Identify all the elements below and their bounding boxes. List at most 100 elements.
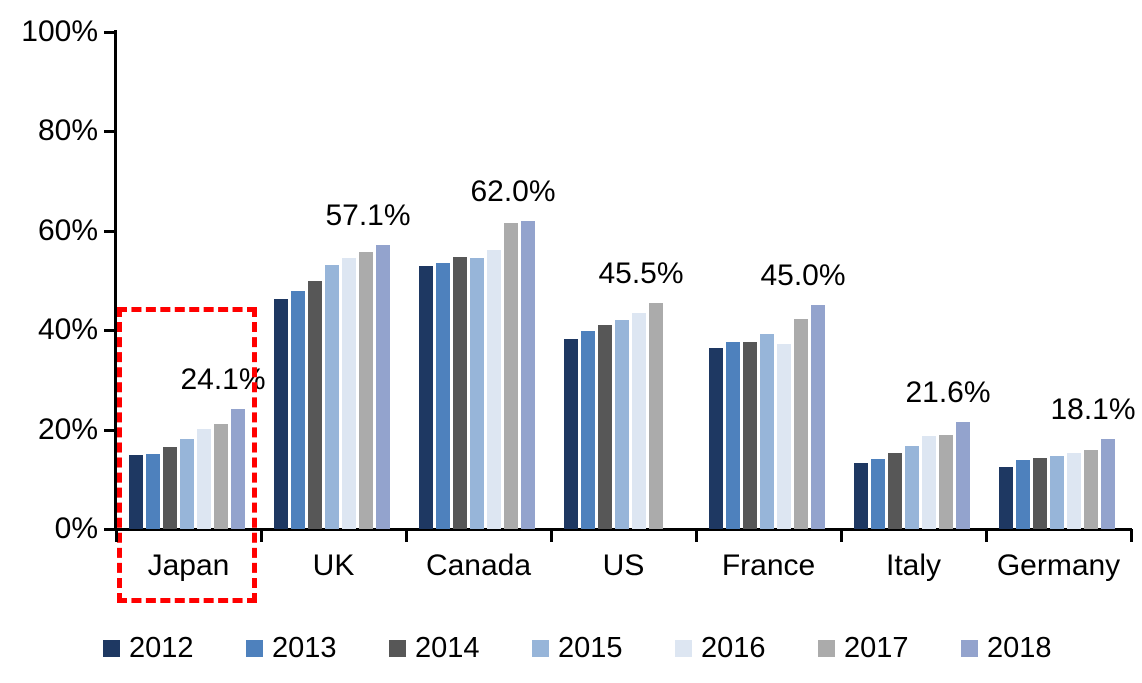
bar-uk-2012 <box>274 298 288 529</box>
legend-label-2012: 2012 <box>129 632 194 664</box>
y-axis-tick <box>104 428 116 432</box>
bar-group-italy: 21.6% <box>841 32 991 529</box>
bar-italy-2017 <box>939 434 953 529</box>
bar-canada-2013 <box>436 263 450 529</box>
x-axis-tick <box>115 529 118 542</box>
bar-canada-2018 <box>521 220 535 529</box>
legend-swatch-2016 <box>675 640 692 657</box>
bar-canada-2012 <box>419 265 433 529</box>
y-axis-label: 80% <box>37 114 98 148</box>
bar-japan-2018 <box>231 409 245 529</box>
bar-france-2012 <box>709 347 723 529</box>
y-axis-label: 100% <box>21 15 98 48</box>
bar-group-canada: 62.0% <box>406 32 556 529</box>
y-axis-tick <box>104 229 116 233</box>
legend-label-2015: 2015 <box>558 632 623 664</box>
bar-uk-2014 <box>308 280 322 529</box>
bar-japan-2017 <box>214 423 228 529</box>
bar-italy-2018 <box>956 421 970 529</box>
bar-group-japan: 24.1% <box>116 32 266 529</box>
x-axis-tick <box>405 529 408 542</box>
legend-label-2017: 2017 <box>844 632 909 664</box>
legend-swatch-2014 <box>389 640 406 657</box>
bar-italy-2013 <box>871 458 885 529</box>
bar-japan-2016 <box>197 428 211 529</box>
bar-uk-2013 <box>291 291 305 529</box>
legend-swatch-2017 <box>818 640 835 657</box>
bar-group-us: 45.5% <box>551 32 696 529</box>
value-label-germany: 18.1% <box>1050 393 1136 427</box>
category-label-canada: Canada <box>425 549 532 582</box>
bar-us-2017 <box>649 302 663 529</box>
x-axis-tick <box>550 529 553 542</box>
x-axis-tick <box>260 529 263 542</box>
bar-group-germany: 18.1% <box>986 32 1136 529</box>
category-label-uk: UK <box>312 549 355 582</box>
x-axis-tick <box>695 529 698 542</box>
legend-item-2015: 2015 <box>532 634 623 663</box>
bar-us-2015 <box>615 319 629 529</box>
y-axis-label: 40% <box>37 313 98 347</box>
bar-group-france: 45.0% <box>696 32 846 529</box>
bar-us-2012 <box>564 339 578 529</box>
legend-item-2016: 2016 <box>675 634 766 663</box>
legend-swatch-2018 <box>961 640 978 657</box>
legend-item-2014: 2014 <box>389 634 480 663</box>
legend-item-2012: 2012 <box>103 634 194 663</box>
bar-italy-2015 <box>905 445 919 529</box>
value-label-france: 45.0% <box>760 259 846 293</box>
bar-germany-2013 <box>1016 459 1030 529</box>
value-label-italy: 21.6% <box>905 375 991 409</box>
legend-label-2013: 2013 <box>272 632 337 664</box>
bar-us-2014 <box>598 325 612 529</box>
x-axis-tick <box>840 529 843 542</box>
bar-canada-2017 <box>504 223 518 529</box>
x-axis-tick <box>1130 529 1133 542</box>
bar-france-2017 <box>794 318 808 529</box>
category-label-france: France <box>721 549 816 582</box>
bar-france-2014 <box>743 342 757 529</box>
bar-japan-2014 <box>163 447 177 529</box>
bar-uk-2018 <box>376 245 390 529</box>
y-axis-tick <box>104 31 116 34</box>
y-axis-label: 20% <box>37 412 98 446</box>
y-axis-label: 60% <box>37 213 98 247</box>
bar-france-2018 <box>811 305 825 529</box>
bar-france-2016 <box>777 343 791 529</box>
value-label-canada: 62.0% <box>470 174 556 208</box>
bar-uk-2016 <box>342 257 356 529</box>
bar-us-2016 <box>632 313 646 529</box>
value-label-uk: 57.1% <box>325 199 411 233</box>
bar-group-uk: 57.1% <box>261 32 411 529</box>
bar-italy-2014 <box>888 453 902 529</box>
legend-item-2013: 2013 <box>246 634 337 663</box>
bar-france-2015 <box>760 334 774 529</box>
value-label-us: 45.5% <box>598 256 684 290</box>
bar-france-2013 <box>726 342 740 529</box>
bar-uk-2017 <box>359 252 373 529</box>
category-label-germany: Germany <box>996 549 1121 582</box>
bar-germany-2012 <box>999 467 1013 529</box>
japan-highlight-rectangle <box>117 307 257 603</box>
x-axis-tick <box>985 529 988 542</box>
legend-swatch-2012 <box>103 640 120 657</box>
legend-label-2014: 2014 <box>415 632 480 664</box>
legend-item-2017: 2017 <box>818 634 909 663</box>
y-axis-tick <box>104 329 116 333</box>
bar-uk-2015 <box>325 264 339 529</box>
legend-swatch-2013 <box>246 640 263 657</box>
category-label-us: US <box>602 549 645 582</box>
category-label-japan: Japan <box>147 549 230 582</box>
x-axis-line <box>104 528 1132 531</box>
bar-italy-2012 <box>854 463 868 529</box>
bar-japan-2015 <box>180 438 194 529</box>
legend-swatch-2015 <box>532 640 549 657</box>
bar-canada-2015 <box>470 257 484 529</box>
bar-us-2013 <box>581 330 595 529</box>
bar-japan-2012 <box>129 455 143 529</box>
bar-japan-2013 <box>146 454 160 529</box>
bar-canada-2016 <box>487 249 501 529</box>
legend-label-2018: 2018 <box>987 632 1052 664</box>
bar-germany-2014 <box>1033 457 1047 529</box>
